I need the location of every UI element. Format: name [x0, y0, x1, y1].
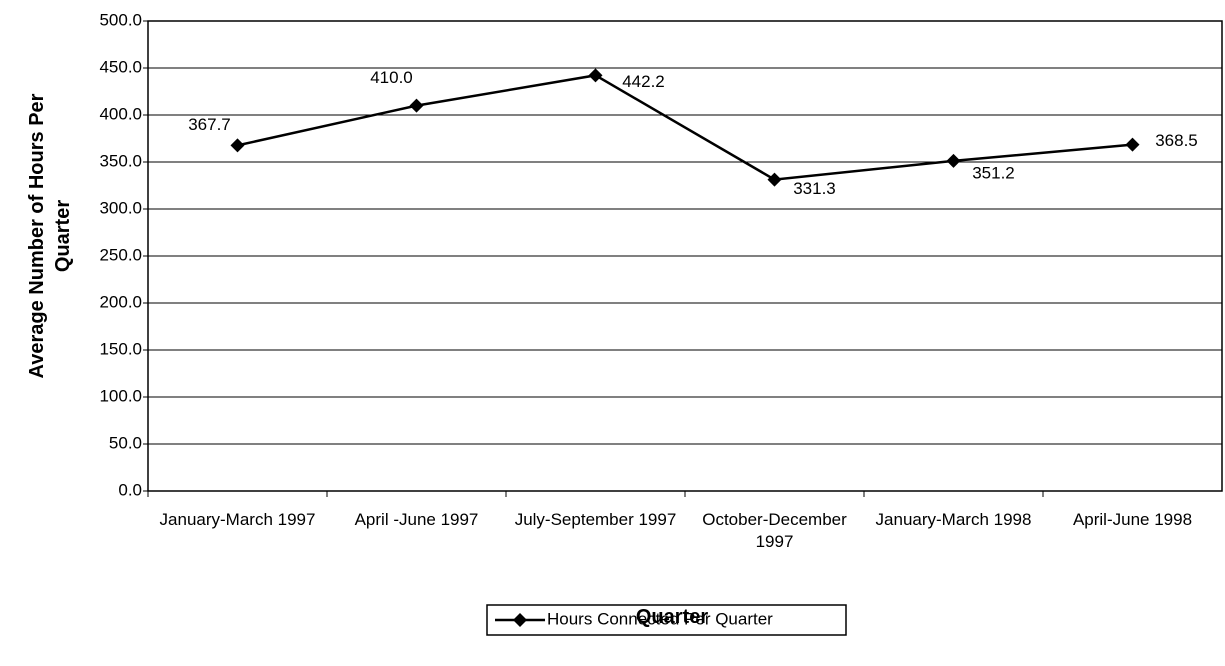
data-point: [1125, 137, 1140, 152]
x-axis-title: Quarter: [635, 606, 709, 628]
x-tick-label: April -June 1997: [354, 510, 479, 529]
data-label: 442.2: [622, 72, 665, 91]
x-tick-label: January-March 1998: [875, 510, 1032, 529]
y-axis-title: Average Number of Hours Per Quarter: [26, 93, 74, 379]
y-tick-label: 300.0: [99, 198, 142, 217]
x-tick-label: October-December 1997: [702, 510, 847, 551]
legend-box: [486, 604, 847, 636]
series-line: [237, 74, 1133, 181]
y-tick-label: 450.0: [99, 57, 142, 76]
data-label: 368.5: [1155, 131, 1198, 150]
y-tick-label: 400.0: [99, 104, 142, 123]
x-tick-label: January-March 1997: [159, 510, 316, 529]
y-tick-label: 200.0: [99, 292, 142, 311]
x-tick-label: July-September 1997: [514, 510, 677, 529]
data-point: [588, 68, 603, 83]
data-point: [946, 153, 961, 168]
data-label: 367.7: [188, 115, 231, 134]
data-point: [409, 98, 424, 113]
y-tick-label: 0.0: [118, 480, 142, 499]
y-tick-label: 50.0: [109, 433, 142, 452]
data-label: 410.0: [370, 68, 413, 87]
y-tick-label: 100.0: [99, 386, 142, 405]
data-point: [230, 138, 245, 153]
data-label: 331.3: [793, 179, 836, 198]
x-tick-label: April-June 1998: [1072, 510, 1193, 529]
y-tick-label: 500.0: [99, 10, 142, 29]
data-point: [767, 172, 782, 187]
y-tick-label: 350.0: [99, 151, 142, 170]
legend-label: Hours Connected Per Quarter: [547, 609, 773, 628]
data-label: 351.2: [972, 163, 1015, 182]
y-tick-label: 250.0: [99, 245, 142, 264]
y-tick-label: 150.0: [99, 339, 142, 358]
legend-marker: [513, 613, 527, 627]
